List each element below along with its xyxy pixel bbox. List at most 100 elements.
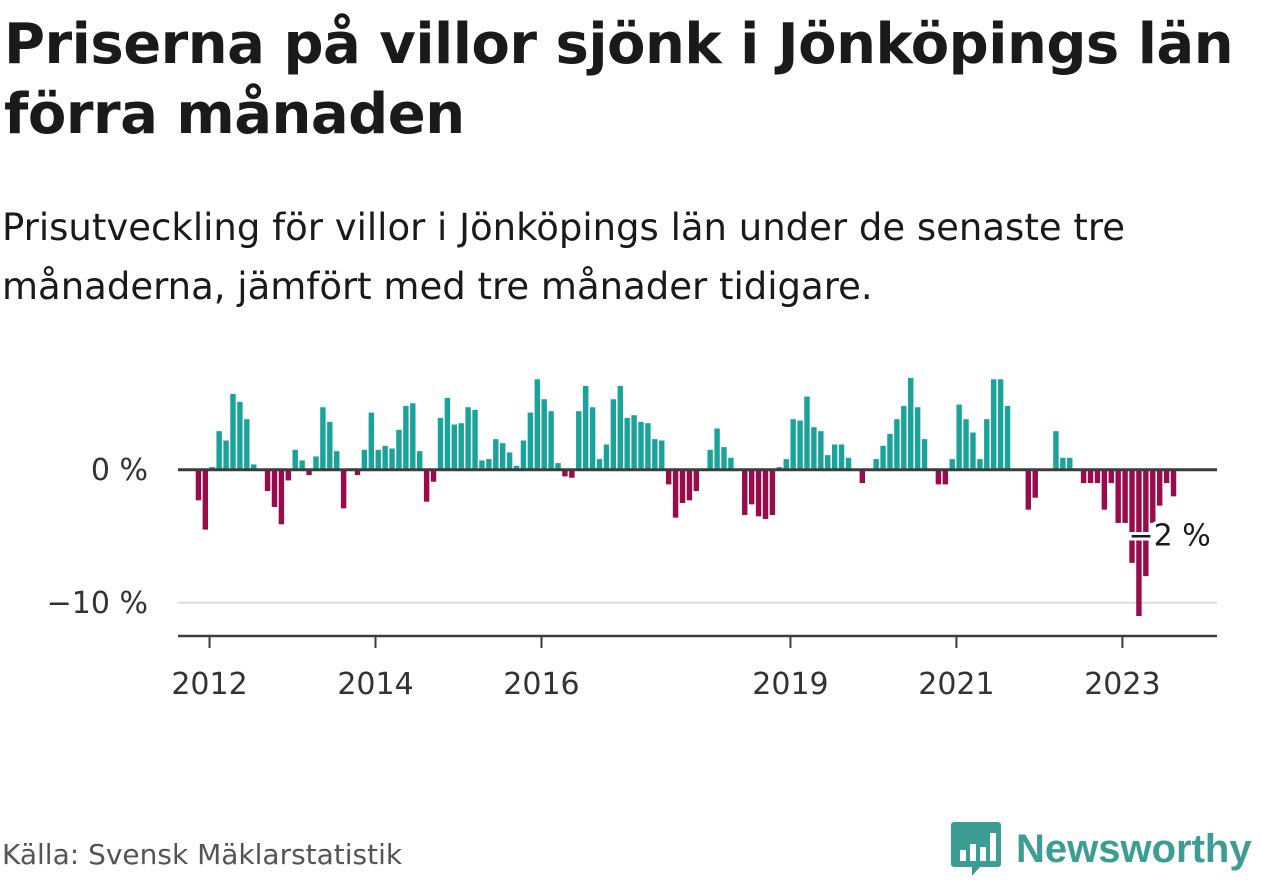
bar — [444, 397, 451, 470]
bar — [638, 421, 644, 470]
bar — [417, 451, 423, 470]
bar — [831, 444, 838, 470]
bar — [804, 396, 810, 470]
bar — [908, 377, 914, 470]
bar — [202, 469, 209, 530]
bar — [451, 424, 457, 470]
bar — [990, 379, 997, 470]
bar — [230, 393, 236, 470]
bar — [1156, 469, 1163, 506]
bar — [216, 431, 222, 470]
bar — [195, 469, 202, 501]
bar — [555, 463, 561, 470]
bar — [956, 404, 962, 470]
bar — [513, 465, 520, 470]
bar — [458, 423, 464, 470]
bar — [596, 459, 603, 470]
bar — [811, 427, 817, 470]
bar — [859, 469, 866, 484]
bar — [970, 432, 976, 470]
bar — [334, 451, 340, 470]
x-tick-label: 2016 — [503, 667, 579, 700]
bar — [942, 469, 949, 485]
bar — [659, 440, 665, 470]
bar — [838, 444, 845, 470]
bar — [977, 459, 983, 470]
bar — [506, 452, 513, 470]
bar — [1150, 469, 1156, 523]
bar — [264, 469, 271, 492]
bar — [679, 469, 686, 503]
bar — [901, 405, 907, 470]
bar — [914, 407, 921, 470]
bar — [762, 469, 769, 519]
bar — [783, 459, 789, 470]
bar — [963, 419, 969, 470]
bar — [1122, 469, 1128, 523]
bar — [361, 449, 368, 470]
bar — [340, 469, 347, 509]
bar — [1067, 457, 1073, 470]
bar — [1032, 469, 1038, 498]
bar — [797, 420, 803, 470]
bar — [320, 407, 326, 470]
bar — [748, 469, 755, 505]
axes — [178, 468, 1217, 648]
bar — [707, 449, 713, 470]
bar — [1053, 431, 1059, 470]
bar — [887, 433, 893, 470]
bar — [1004, 405, 1011, 470]
bar — [1025, 469, 1031, 510]
labels: 0 % −10 % 2012 2014 2016 2019 2021 2023 −2 % — [47, 453, 1214, 700]
x-tick-label: 2021 — [918, 667, 994, 700]
bar — [582, 385, 589, 470]
bar — [880, 445, 886, 470]
bar — [403, 405, 409, 470]
bar — [721, 447, 727, 470]
bar — [769, 469, 776, 515]
bar — [1170, 469, 1177, 497]
bar — [665, 469, 672, 485]
bar — [430, 469, 437, 482]
bar — [437, 417, 444, 470]
bar — [292, 449, 298, 470]
bar — [894, 419, 900, 470]
bar — [499, 443, 506, 470]
bar — [652, 439, 658, 470]
brand-logo: Newsworthy — [950, 818, 1252, 880]
bar — [327, 421, 333, 470]
bar — [278, 469, 285, 525]
bar — [645, 423, 651, 470]
bar — [237, 401, 243, 470]
x-tick-label: 2014 — [337, 667, 413, 700]
bar — [299, 460, 305, 470]
bar — [728, 457, 734, 470]
bar — [382, 445, 388, 470]
bar — [1136, 469, 1142, 617]
bar — [1087, 469, 1094, 484]
bar — [472, 409, 478, 470]
bar — [949, 459, 955, 470]
bar — [610, 399, 617, 470]
bar — [396, 429, 402, 470]
chart-title: Priserna på villor sjönk i Jönköpings lä… — [4, 12, 1234, 147]
bar — [1101, 469, 1108, 510]
x-tick-label: 2023 — [1084, 667, 1160, 700]
bar — [285, 469, 292, 481]
bar — [479, 460, 485, 470]
bar — [755, 469, 762, 517]
bar — [244, 419, 250, 470]
bar — [714, 428, 720, 470]
bar — [790, 419, 796, 470]
bar — [576, 411, 582, 470]
bar — [873, 459, 879, 470]
bar — [548, 411, 554, 470]
last-value-label: −2 % — [1129, 518, 1211, 553]
bar-chart-speech-bubble-icon — [951, 822, 1001, 876]
bar — [251, 464, 257, 470]
bar — [935, 469, 942, 485]
bar — [686, 469, 693, 501]
bar — [818, 431, 824, 470]
bar — [271, 469, 278, 507]
bar — [617, 385, 623, 470]
